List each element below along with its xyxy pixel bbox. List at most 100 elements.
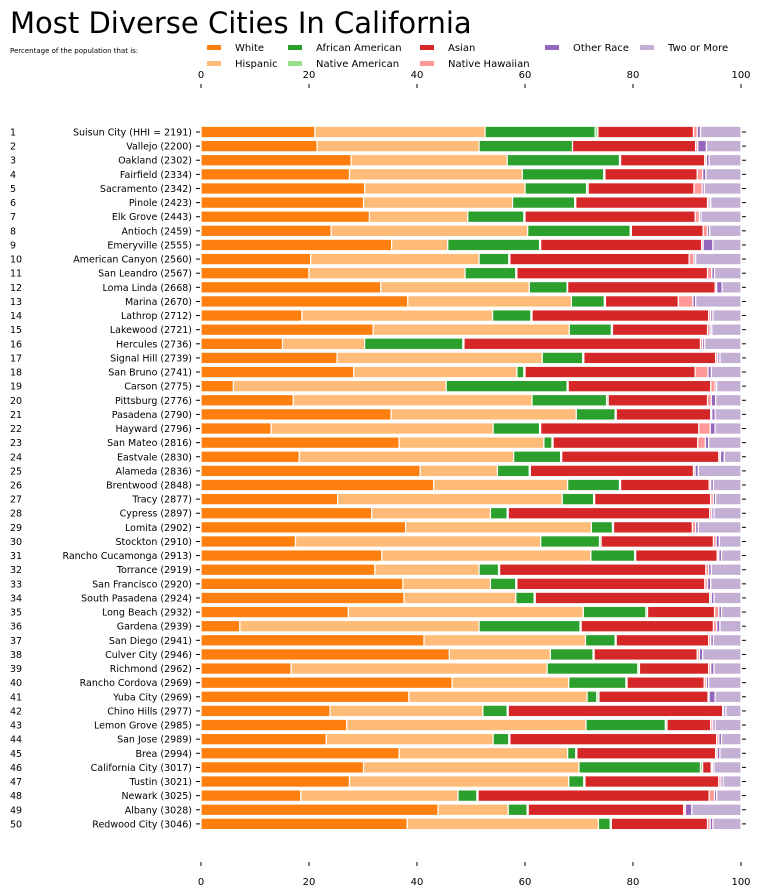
bar-row: 30 Stockton (2910) xyxy=(10,535,746,548)
bar-segment-hispanic xyxy=(391,238,449,252)
chart-title: Most Diverse Cities In California xyxy=(10,6,472,40)
bar-segment-white xyxy=(200,633,425,647)
bar-segment-two-or-more xyxy=(719,746,742,760)
bar-segment-asian xyxy=(575,196,709,209)
bar-segment-african-american xyxy=(567,478,621,492)
bar-segment-two-or-more xyxy=(699,125,742,139)
bar-segment-two-or-more xyxy=(713,591,742,605)
bar-segment-two-or-more xyxy=(710,577,742,591)
bar-segment-two-or-more xyxy=(712,309,742,322)
bar-segment-asian xyxy=(507,506,711,520)
bar-segment-african-american xyxy=(484,125,596,139)
bar-segment-african-american xyxy=(492,309,532,322)
legend-swatch xyxy=(640,45,654,50)
rank-label: 4 xyxy=(10,170,16,181)
city-label: Culver City (2946) xyxy=(105,650,192,661)
city-label: Eastvale (2830) xyxy=(117,452,192,463)
bar-segment-other-race xyxy=(702,238,714,252)
bar-segment-two-or-more xyxy=(691,803,742,817)
bar-segment-asian xyxy=(567,379,712,393)
bar-segment-african-american xyxy=(541,351,584,365)
bar-segment-asian xyxy=(607,393,709,407)
rank-label: 12 xyxy=(10,283,22,294)
bar-row: 41 Yuba City (2969) xyxy=(10,690,746,704)
bar-segment-asian xyxy=(702,761,712,774)
bar-segment-white xyxy=(200,662,292,675)
bar-segment-two-or-more xyxy=(723,450,742,464)
bar-segment-native-hawaiian xyxy=(708,789,716,802)
bar-segment-hispanic xyxy=(405,521,593,534)
bar-row: 24 Eastvale (2830) xyxy=(10,450,746,464)
bar-segment-hispanic xyxy=(380,280,530,294)
bar-segment-white xyxy=(200,506,373,520)
city-label: Rancho Cucamonga (2913) xyxy=(62,551,192,562)
bar-segment-two-or-more xyxy=(720,549,742,562)
bar-segment-white xyxy=(200,323,374,337)
bar-segment-hispanic xyxy=(362,196,514,209)
city-label: Albany (3028) xyxy=(125,805,192,816)
bar-segment-asian xyxy=(610,817,709,831)
bar-segment-african-american xyxy=(524,182,588,195)
bar-segment-white xyxy=(200,393,294,407)
city-label: Antioch (2459) xyxy=(121,226,192,237)
city-label: Tustin (3021) xyxy=(129,777,192,788)
bar-segment-white xyxy=(200,521,407,534)
bar-segment-african-american xyxy=(584,633,616,647)
city-label: San Diego (2941) xyxy=(109,636,192,647)
rank-label: 31 xyxy=(10,551,22,562)
rank-label: 38 xyxy=(10,650,22,661)
bar-segment-native-hawaiian xyxy=(694,365,709,379)
bar-segment-asian xyxy=(507,704,724,718)
bar-segment-two-or-more xyxy=(709,224,742,238)
bar-segment-african-american xyxy=(570,295,605,308)
x-tick-label: 60 xyxy=(519,70,532,81)
bar-segment-white xyxy=(200,210,371,224)
bar-row: 26 Brentwood (2848) xyxy=(10,478,746,492)
legend-label: Two or More xyxy=(667,43,728,54)
city-label: Tracy (2877) xyxy=(131,495,192,506)
bar-row: 13 Marina (2670) xyxy=(10,295,746,308)
bar-segment-asian xyxy=(598,690,709,704)
city-label: South Pasadena (2924) xyxy=(81,593,192,604)
bar-segment-white xyxy=(200,337,284,351)
bar-segment-african-american xyxy=(597,817,611,831)
bar-segment-african-american xyxy=(543,436,553,449)
bar-segment-african-american xyxy=(511,196,576,209)
bar-segment-two-or-more xyxy=(719,351,742,365)
bar-segment-two-or-more xyxy=(711,323,742,337)
bar-segment-asian xyxy=(527,803,685,817)
bar-segment-two-or-more xyxy=(712,817,742,831)
bar-row: 28 Cypress (2897) xyxy=(10,506,746,520)
city-label: Oakland (2302) xyxy=(118,156,192,167)
bar-segment-two-or-more xyxy=(715,393,742,407)
bar-segment-african-american xyxy=(478,252,510,266)
bar-segment-african-american xyxy=(568,775,585,788)
bar-row: 33 San Francisco (2920) xyxy=(10,577,746,591)
bar-segment-two-or-more xyxy=(708,153,742,167)
legend-label: Native American xyxy=(316,59,399,70)
bar-segment-asian xyxy=(516,577,706,591)
bar-segment-other-race xyxy=(697,139,708,153)
rank-label: 29 xyxy=(10,523,22,534)
rank-label: 40 xyxy=(10,678,22,689)
bar-segment-african-american xyxy=(567,746,577,760)
bar-row: 18 San Bruno (2741) xyxy=(10,365,746,379)
bar-segment-asian xyxy=(509,252,690,266)
city-label: Richmond (2962) xyxy=(110,664,192,675)
rank-label: 27 xyxy=(10,495,22,506)
rank-label: 46 xyxy=(10,763,22,774)
legend-label: White xyxy=(235,43,264,54)
bar-segment-hispanic xyxy=(372,323,570,337)
bar-segment-white xyxy=(200,746,400,760)
bar-segment-hispanic xyxy=(407,295,573,308)
bar-segment-asian xyxy=(666,718,712,732)
rank-label: 48 xyxy=(10,791,22,802)
bar-segment-two-or-more xyxy=(695,295,742,308)
city-label: Lathrop (2712) xyxy=(121,311,192,322)
rank-label: 39 xyxy=(10,664,22,675)
bar-segment-african-american xyxy=(492,732,510,746)
bar-row: 14 Lathrop (2712) xyxy=(10,309,746,322)
bar-segment-hispanic xyxy=(350,153,508,167)
legend-swatch xyxy=(288,45,302,50)
rank-label: 9 xyxy=(10,240,16,251)
